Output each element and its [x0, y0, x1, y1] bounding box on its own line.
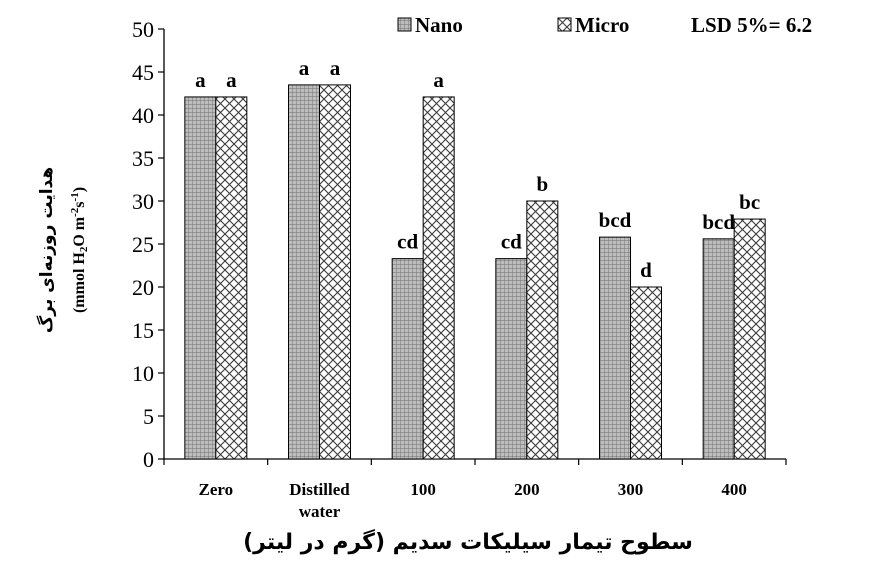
x-tick-label: 200 [514, 480, 540, 499]
significance-label-nano-0: a [195, 68, 206, 92]
x-tick-label: 400 [721, 480, 747, 499]
significance-label-micro-5: bc [739, 190, 760, 214]
y-axis-unit-group: (mmol H2O m-2s-1) [69, 187, 90, 313]
y-tick-label: 45 [132, 60, 154, 85]
x-tick-label: water [299, 502, 341, 521]
significance-label-nano-1: a [299, 56, 310, 80]
bar-micro-5 [733, 218, 766, 460]
significance-label-micro-0: a [226, 68, 237, 92]
y-tick-label: 50 [132, 17, 154, 42]
bar-nano-1 [288, 84, 320, 460]
x-tick-label: 300 [618, 480, 644, 499]
y-tick-label: 0 [143, 447, 154, 472]
y-tick-label: 40 [132, 103, 154, 128]
significance-label-nano-4: bcd [599, 208, 632, 232]
legend-swatch-nano [397, 17, 412, 32]
legend-label-nano: Nano [415, 13, 463, 37]
bar-micro-3 [526, 200, 559, 460]
x-axis-title: سطوح تیمار سیلیکات سدیم (گرم در لیتر) [243, 528, 693, 555]
legend-label-micro: Micro [575, 13, 629, 37]
legend-swatch-micro [557, 17, 572, 32]
y-axis-title-group: هدایت روزنه‌ای برگ [37, 167, 57, 333]
significance-label-micro-4: d [640, 258, 652, 282]
bar-nano-2 [391, 258, 424, 460]
significance-label-nano-2: cd [397, 230, 418, 254]
bar-micro-4 [630, 286, 662, 460]
legend: Nano Micro [397, 13, 629, 37]
y-tick-label: 35 [132, 146, 154, 171]
y-axis-unit: (mmol H2O m-2s-1) [69, 187, 90, 313]
bar-micro-0 [215, 96, 248, 460]
bar-micro-1 [319, 84, 351, 460]
y-axis-title: هدایت روزنه‌ای برگ [37, 167, 57, 333]
y-tick-label: 20 [132, 275, 154, 300]
bar-nano-5 [702, 238, 735, 460]
bar-nano-3 [495, 258, 528, 460]
y-tick-label: 25 [132, 232, 154, 257]
bar-nano-4 [599, 236, 631, 460]
x-tick-label: Zero [199, 480, 234, 499]
x-tick-label: 100 [410, 480, 436, 499]
significance-label-micro-3: b [536, 172, 548, 196]
significance-label-micro-2: a [433, 68, 444, 92]
bar-nano-0 [184, 96, 217, 460]
y-tick-label: 5 [143, 404, 154, 429]
significance-label-nano-3: cd [501, 230, 522, 254]
bar-micro-2 [422, 96, 455, 460]
y-tick-label: 30 [132, 189, 154, 214]
x-tick-label: Distilled [289, 480, 350, 499]
significance-label-nano-5: bcd [702, 210, 735, 234]
y-tick-label: 15 [132, 318, 154, 343]
y-tick-label: 10 [132, 361, 154, 386]
significance-label-micro-1: a [330, 56, 341, 80]
lsd-annotation: LSD 5%= 6.2 [691, 13, 812, 37]
